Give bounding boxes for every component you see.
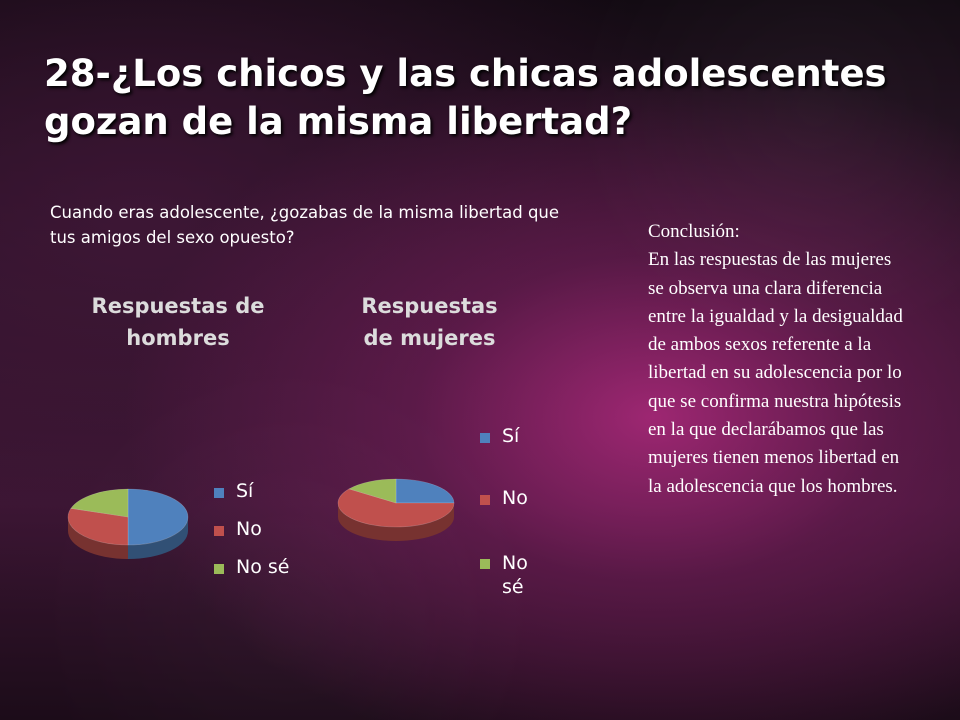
legend-item-no: No	[214, 518, 289, 556]
legend-mujeres: Sí No No sé	[480, 425, 550, 599]
legend-item-si: Sí	[480, 425, 550, 487]
legend-hombres: Sí No No sé	[214, 480, 289, 594]
legend-swatch-nose	[480, 559, 490, 569]
legend-swatch-no	[480, 495, 490, 505]
mujeres-slice-nose	[348, 478, 397, 504]
legend-item-no: No	[480, 487, 550, 551]
hombres-slice-side-no	[68, 517, 128, 559]
legend-item-nose: No sé	[480, 551, 542, 599]
legend-label-nose: No sé	[502, 552, 528, 598]
mujeres-slice-side-no	[338, 503, 454, 541]
mujeres-slice-si	[395, 478, 455, 504]
slide-title: 28-¿Los chicos y las chicas adolescentes…	[44, 52, 887, 143]
legend-label-nose: No sé	[236, 556, 290, 578]
hombres-slice-si	[127, 488, 189, 546]
legend-label-no: No	[236, 518, 262, 540]
hombres-slice-nose	[70, 488, 129, 518]
legend-swatch-nose	[214, 564, 224, 574]
mujeres-slice-no	[337, 488, 455, 528]
legend-swatch-no	[214, 526, 224, 536]
hombres-slice-no	[67, 508, 129, 546]
legend-swatch-si	[480, 433, 490, 443]
conclusion-text: Conclusión: En las respuestas de las muj…	[648, 218, 908, 501]
legend-item-si: Sí	[214, 480, 289, 518]
conclusion-body: En las respuestas de las mujeres se obse…	[648, 249, 903, 497]
legend-label-no: No	[502, 487, 528, 509]
pie-chart-mujeres	[337, 478, 455, 541]
legend-swatch-si	[214, 488, 224, 498]
legend-label-si: Sí	[502, 425, 520, 447]
legend-item-nose: No sé	[214, 556, 289, 594]
conclusion-heading: Conclusión:	[648, 221, 740, 242]
chart-title-mujeres: Respuestas de mujeres	[361, 294, 498, 350]
legend-label-si: Sí	[236, 480, 254, 502]
chart-title-hombres: Respuestas de hombres	[91, 294, 265, 350]
survey-question: Cuando eras adolescente, ¿gozabas de la …	[50, 203, 560, 247]
pie-chart-hombres	[67, 488, 189, 559]
hombres-slice-side-si	[128, 517, 188, 559]
